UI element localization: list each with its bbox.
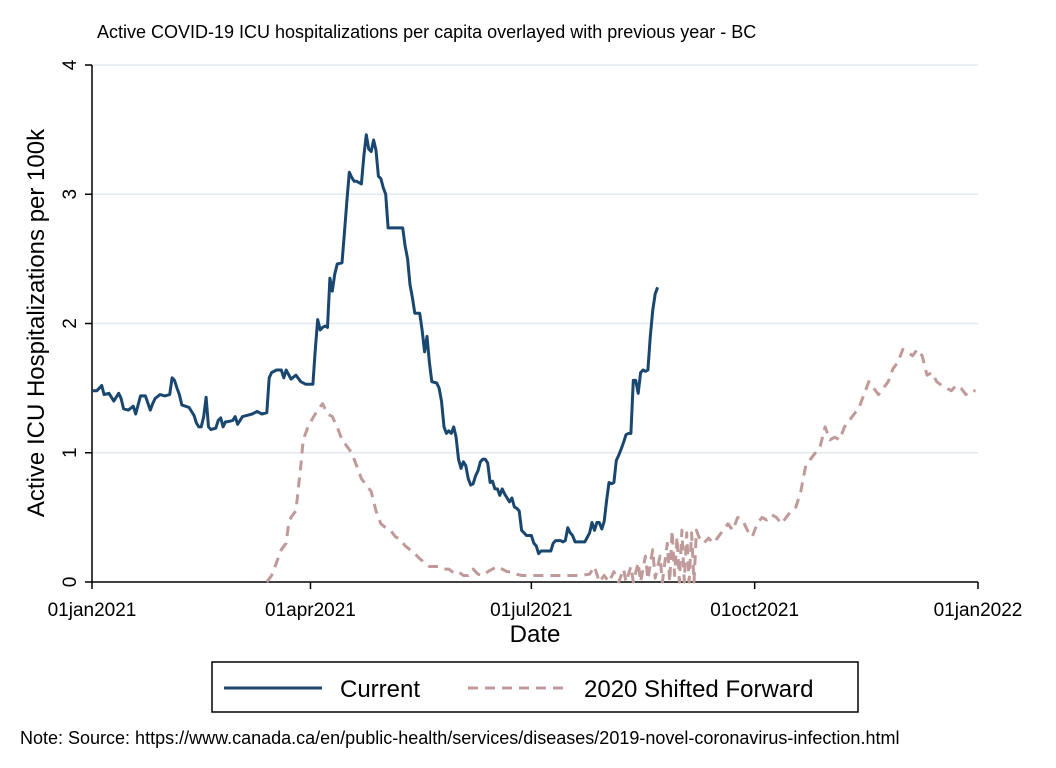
y-axis-title: Active ICU Hospitalizations per 100k (23, 128, 50, 517)
legend-label-2020-shifted: 2020 Shifted Forward (584, 676, 813, 703)
gridlines (92, 64, 978, 454)
y-tick-label: 1 (60, 447, 81, 458)
y-axis-ticks: 0 1 2 3 4 (60, 59, 92, 587)
y-tick-label: 2 (60, 318, 81, 329)
legend-label-current: Current (340, 676, 420, 703)
y-tick-label: 0 (60, 577, 81, 588)
legend: Current 2020 Shifted Forward (211, 661, 859, 713)
series-layer (92, 133, 976, 584)
x-axis-title: Date (510, 621, 561, 648)
y-tick-label: 4 (60, 59, 81, 70)
x-tick-label: 01jan2022 (934, 600, 1023, 621)
series-line-current (92, 133, 660, 556)
x-tick-label: 01jan2021 (48, 600, 137, 621)
x-axis-ticks: 01jan2021 01apr2021 01jul2021 01oct2021 01ja… (48, 582, 1023, 621)
x-tick-label: 01oct2021 (710, 600, 799, 621)
x-tick-label: 01jul2021 (490, 600, 572, 621)
source-note: Note: Source: https://www.canada.ca/en/p… (20, 728, 899, 748)
series-line-2020-shifted-forward (265, 347, 976, 584)
chart-title: Active COVID-19 ICU hospitalizations per… (97, 22, 756, 42)
y-tick-label: 3 (60, 189, 81, 200)
x-tick-label: 01apr2021 (265, 600, 356, 621)
